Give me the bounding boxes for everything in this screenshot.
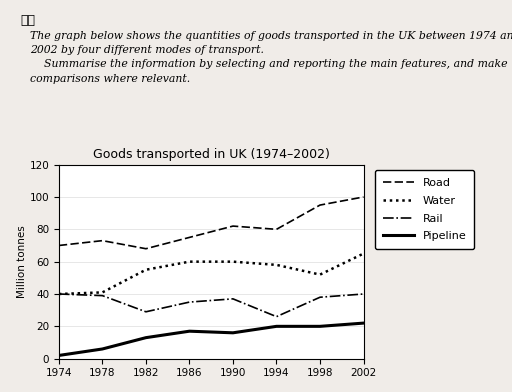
Text: The graph below shows the quantities of goods transported in the UK between 1974: The graph below shows the quantities of … — [30, 31, 512, 84]
Y-axis label: Million tonnes: Million tonnes — [16, 225, 27, 298]
Legend: Road, Water, Rail, Pipeline: Road, Water, Rail, Pipeline — [375, 170, 475, 249]
Title: Goods transported in UK (1974–2002): Goods transported in UK (1974–2002) — [93, 148, 330, 161]
Text: 题目: 题目 — [20, 14, 35, 27]
